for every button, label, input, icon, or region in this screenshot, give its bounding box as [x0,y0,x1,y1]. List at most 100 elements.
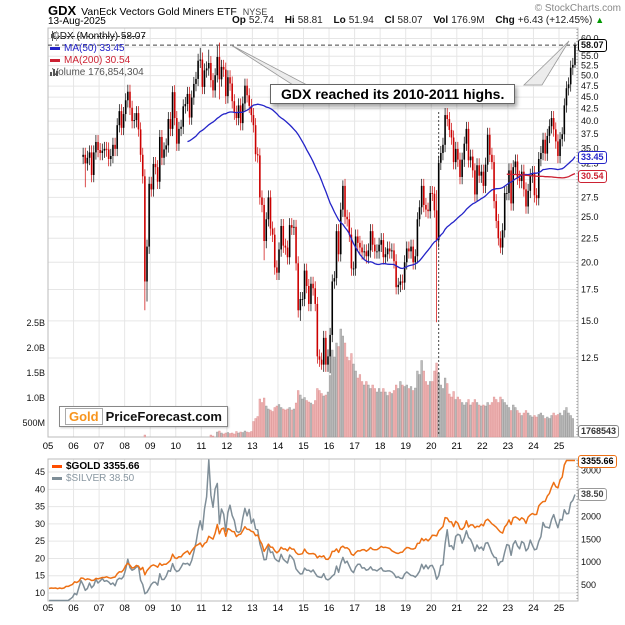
svg-text:15: 15 [298,603,309,614]
security-name: VanEck Vectors Gold Miners ETF [81,6,237,18]
svg-text:25.0: 25.0 [581,212,599,222]
svg-text:08: 08 [119,603,130,614]
svg-text:22: 22 [477,603,488,614]
svg-text:30: 30 [35,519,45,529]
svg-text:18: 18 [375,441,386,452]
svg-text:07: 07 [94,603,105,614]
svg-text:17.5: 17.5 [581,284,599,294]
svg-text:11: 11 [196,603,206,614]
svg-text:12: 12 [222,603,233,614]
svg-text:3000: 3000 [581,466,601,476]
open-label: Op [232,15,246,26]
svg-text:1500: 1500 [581,534,601,544]
svg-text:06: 06 [68,603,79,614]
svg-text:18: 18 [375,603,386,614]
gold-value-callout: 3355.66 [578,455,617,468]
svg-text:09: 09 [145,603,156,614]
svg-text:37.5: 37.5 [581,129,599,139]
gold-line-swatch [52,464,62,468]
quote-date: 13-Aug-2025 [48,16,106,27]
svg-text:52.5: 52.5 [581,61,599,71]
svg-text:1000: 1000 [581,557,601,567]
gold-legend: $GOLD 3355.66 [52,461,139,472]
open-value: 52.74 [248,15,274,26]
volume-value-callout: 1768543 [578,425,620,438]
svg-text:20.0: 20.0 [581,257,599,267]
change-label: Chg [495,15,515,26]
gold-axis-labels: 30002500200015001000500 [581,466,601,590]
watermark-site-text: PriceForecast.com [105,409,222,424]
svg-text:20: 20 [35,553,45,563]
svg-text:10: 10 [35,588,45,598]
panel-frames [47,27,579,602]
svg-text:10: 10 [170,441,181,452]
silver-line-swatch [52,476,62,480]
silver-value-callout: 38.50 [578,488,607,501]
svg-text:06: 06 [68,441,79,452]
svg-text:1.0B: 1.0B [26,393,45,403]
close-label: Cl [384,15,395,26]
lower-x-axis-labels: 05 06 07 08 09 10 11 12 13 14 15 16 17 18 19 20 21 22 23 24… [43,603,565,614]
svg-text:500: 500 [581,580,596,590]
svg-text:60.0: 60.0 [581,33,599,43]
annotation-callout: GDX reached its 2010-2011 highs. [270,84,516,104]
svg-text:15: 15 [298,441,309,452]
svg-text:19: 19 [400,603,411,614]
svg-text:10: 10 [170,603,181,614]
svg-text:42.5: 42.5 [581,104,599,114]
svg-text:14: 14 [273,441,284,452]
svg-text:09: 09 [145,441,156,452]
ma50-legend: MA(50) 33.45 [50,43,125,54]
high-value: 58.81 [297,15,323,26]
svg-text:13: 13 [247,603,258,614]
svg-text:35.0: 35.0 [581,143,599,153]
svg-text:55.0: 55.0 [581,51,599,61]
main-x-axis-labels: 05 06 07 08 09 10 11 12 13 14 15 16 17 18 19 20 21 22 23 24… [43,441,565,452]
svg-text:24: 24 [528,441,539,452]
svg-text:15.0: 15.0 [581,316,599,326]
ma200-value-callout: 30.54 [578,170,607,183]
svg-text:05: 05 [43,441,54,452]
ohlc-quote-line: Op 52.74 Hi 58.81 Lo 51.94 Cl 58.07 Vol 176.9… [224,15,604,26]
svg-text:12.5: 12.5 [581,353,599,363]
svg-text:15: 15 [35,571,45,581]
main-price-axis-labels: 60.0 55.052.550.047.545.0 42.5 40.0 37.5 35.0… [581,33,599,363]
low-value: 51.94 [348,15,374,26]
ma200-line-swatch [50,58,60,62]
svg-text:1.5B: 1.5B [26,368,45,378]
svg-text:40: 40 [35,484,45,494]
svg-text:21: 21 [452,441,463,452]
stockcharts-copyright-link[interactable]: © StockCharts.com [534,3,621,14]
silver-axis-labels: 45 40 35 30 25 20 15 10 [35,467,45,598]
volume-label: Vol [433,15,449,26]
svg-text:11: 11 [196,441,206,452]
svg-text:05: 05 [43,603,54,614]
ticker-symbol: GDX [48,3,77,18]
svg-text:20: 20 [426,603,437,614]
change-value: +6.43 (+12.45%) [517,15,593,26]
svg-text:24: 24 [528,603,539,614]
svg-text:08: 08 [119,441,130,452]
silver-legend: $SILVER 38.50 [52,473,134,484]
up-arrow-icon: ▲ [595,15,605,25]
svg-text:50.0: 50.0 [581,71,599,81]
svg-text:2000: 2000 [581,511,601,521]
volume-value: 176.9M [451,15,485,26]
svg-text:14: 14 [273,603,284,614]
exchange-label: NYSE [242,7,268,17]
svg-text:13: 13 [247,441,258,452]
gold-price-line [48,459,575,590]
close-value: 58.07 [397,15,423,26]
silver-price-line [49,459,576,602]
ma50-line-swatch [50,46,60,50]
svg-text:07: 07 [94,441,105,452]
svg-text:17: 17 [349,603,360,614]
annotation-pointers [230,40,570,86]
svg-text:500M: 500M [22,418,45,428]
svg-text:12: 12 [222,441,233,452]
ma200-legend: MA(200) 30.54 [50,55,130,66]
svg-text:21: 21 [452,603,463,614]
svg-text:20: 20 [426,441,437,452]
